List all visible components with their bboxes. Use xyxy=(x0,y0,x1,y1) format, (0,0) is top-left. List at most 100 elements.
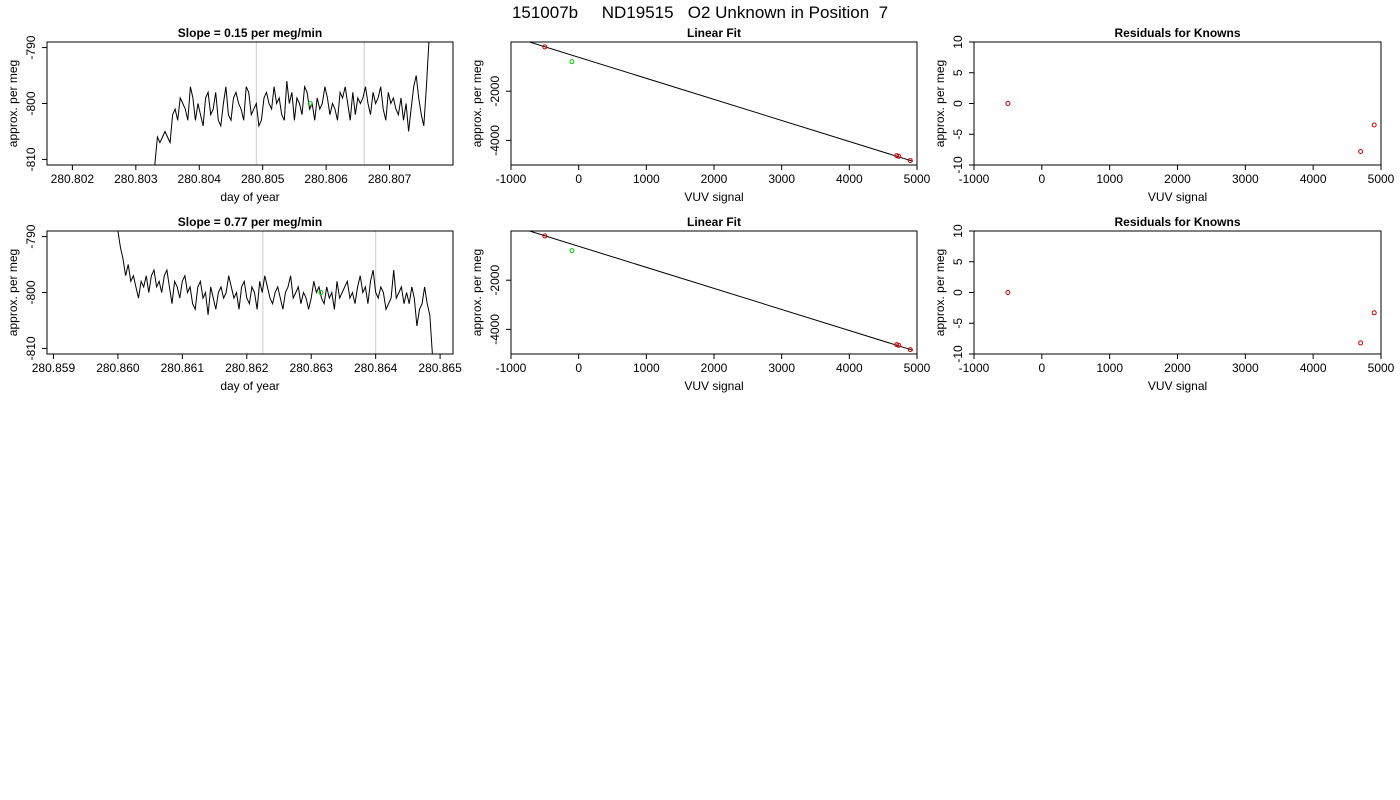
plot-title: Linear Fit xyxy=(687,26,741,40)
x-tick-label: 3000 xyxy=(1232,172,1259,186)
y-tick-label: -810 xyxy=(24,336,38,360)
y-tick-label: -4000 xyxy=(488,125,502,156)
y-tick-label: -10 xyxy=(951,345,965,363)
x-tick-label: 3000 xyxy=(768,172,795,186)
data-point xyxy=(1005,290,1011,295)
x-tick-label: 1000 xyxy=(1096,361,1123,375)
x-tick-label: 4000 xyxy=(836,361,863,375)
x-tick-label: -1000 xyxy=(959,172,990,186)
x-tick-label: 1000 xyxy=(633,172,660,186)
y-tick-label: -10 xyxy=(951,156,965,174)
y-axis-label: approx. per meg xyxy=(6,60,20,147)
y-tick-label: -800 xyxy=(24,280,38,304)
plot-title: Slope = 0.77 per meg/min xyxy=(178,215,322,229)
x-tick-label: 0 xyxy=(575,361,582,375)
data-point xyxy=(569,59,575,65)
data-point xyxy=(896,342,902,348)
x-tick-label: 280.863 xyxy=(290,361,334,375)
x-axis-label: VUV signal xyxy=(684,190,743,204)
plot-frame xyxy=(510,41,918,166)
x-tick-label: 4000 xyxy=(1300,361,1327,375)
x-tick-label: 3000 xyxy=(768,361,795,375)
y-tick-label: -5 xyxy=(951,318,965,329)
x-tick-label: 5000 xyxy=(904,172,931,186)
x-axis-label: day of year xyxy=(220,190,279,204)
x-tick-label: 3000 xyxy=(1232,361,1259,375)
x-axis-label: VUV signal xyxy=(1148,190,1207,204)
x-tick-label: 5000 xyxy=(1368,172,1395,186)
data-point xyxy=(1358,148,1364,154)
y-tick-label: -5 xyxy=(951,129,965,140)
y-tick-label: -790 xyxy=(24,35,38,59)
plot-frame xyxy=(46,230,454,355)
x-tick-label: 280.862 xyxy=(225,361,269,375)
y-tick-label: -2000 xyxy=(488,76,502,107)
data-point xyxy=(907,158,913,164)
x-tick-label: 280.864 xyxy=(354,361,398,375)
x-tick-label: 280.803 xyxy=(114,172,158,186)
plot-frame xyxy=(46,41,454,166)
x-axis-label: VUV signal xyxy=(684,379,743,393)
fit-line xyxy=(527,42,914,162)
x-tick-label: 280.861 xyxy=(161,361,205,375)
y-axis-label: approx. per meg xyxy=(470,60,484,147)
x-tick-label: 280.805 xyxy=(241,172,285,186)
y-tick-label: -4000 xyxy=(488,314,502,345)
y-tick-label: 10 xyxy=(951,35,965,49)
y-axis-label: approx. per meg xyxy=(6,249,20,336)
y-axis-label: approx. per meg xyxy=(933,249,947,336)
x-tick-label: 2000 xyxy=(701,361,728,375)
data-point xyxy=(542,233,548,239)
x-tick-label: 280.865 xyxy=(418,361,462,375)
data-point xyxy=(907,347,913,353)
y-tick-label: -810 xyxy=(24,147,38,171)
y-axis-label: approx. per meg xyxy=(470,249,484,336)
plot-panel-3: Residuals for Knowns VUV signal approx. pe… xyxy=(933,26,1395,204)
y-tick-label: 0 xyxy=(951,100,965,107)
plot-frame xyxy=(973,41,1382,166)
data-point xyxy=(1371,310,1377,316)
y-tick-label: -790 xyxy=(24,224,38,248)
plot-panel-6: Residuals for Knowns VUV signal approx. pe… xyxy=(933,215,1395,393)
plot-area xyxy=(527,42,914,164)
data-point xyxy=(1358,340,1364,346)
plot-area xyxy=(1005,290,1377,346)
plot-area xyxy=(117,231,433,354)
y-tick-label: -800 xyxy=(24,91,38,115)
plot-panel-1: Slope = 0.15 per meg/min day of year appro… xyxy=(6,26,454,204)
x-tick-label: 4000 xyxy=(836,172,863,186)
plot-area xyxy=(1005,101,1377,154)
x-tick-label: 1000 xyxy=(633,361,660,375)
x-tick-label: 5000 xyxy=(1368,361,1395,375)
series-line-1 xyxy=(154,42,430,165)
y-axis-label: approx. per meg xyxy=(933,60,947,147)
marker-point xyxy=(318,290,324,295)
x-tick-label: 1000 xyxy=(1096,172,1123,186)
x-tick-label: 280.807 xyxy=(368,172,412,186)
x-tick-label: 280.859 xyxy=(32,361,76,375)
y-tick-label: 5 xyxy=(951,258,965,265)
x-tick-label: 280.860 xyxy=(96,361,140,375)
plot-panel-4: Slope = 0.77 per meg/min day of year appro… xyxy=(6,215,462,393)
plot-panel-5: Linear Fit VUV signal approx. per meg -1000… xyxy=(470,215,931,393)
y-tick-label: 10 xyxy=(951,224,965,238)
plot-frame xyxy=(510,230,918,355)
x-tick-label: -1000 xyxy=(496,361,527,375)
x-tick-label: 2000 xyxy=(701,172,728,186)
marker-point xyxy=(307,101,313,106)
x-tick-label: 2000 xyxy=(1164,172,1191,186)
plot-area xyxy=(154,42,430,165)
x-tick-label: 0 xyxy=(1038,361,1045,375)
x-tick-label: 0 xyxy=(575,172,582,186)
x-tick-label: 5000 xyxy=(904,361,931,375)
x-tick-label: -1000 xyxy=(496,172,527,186)
x-tick-label: 280.806 xyxy=(304,172,348,186)
figure-title: 151007b ND19515 O2 Unknown in Position 7 xyxy=(511,3,889,22)
x-tick-label: 0 xyxy=(1038,172,1045,186)
fit-line xyxy=(527,231,914,351)
x-axis-label: day of year xyxy=(220,379,279,393)
data-point xyxy=(1005,101,1011,106)
x-tick-label: 280.802 xyxy=(51,172,95,186)
data-point xyxy=(569,248,575,254)
plot-title: Residuals for Knowns xyxy=(1114,26,1240,40)
